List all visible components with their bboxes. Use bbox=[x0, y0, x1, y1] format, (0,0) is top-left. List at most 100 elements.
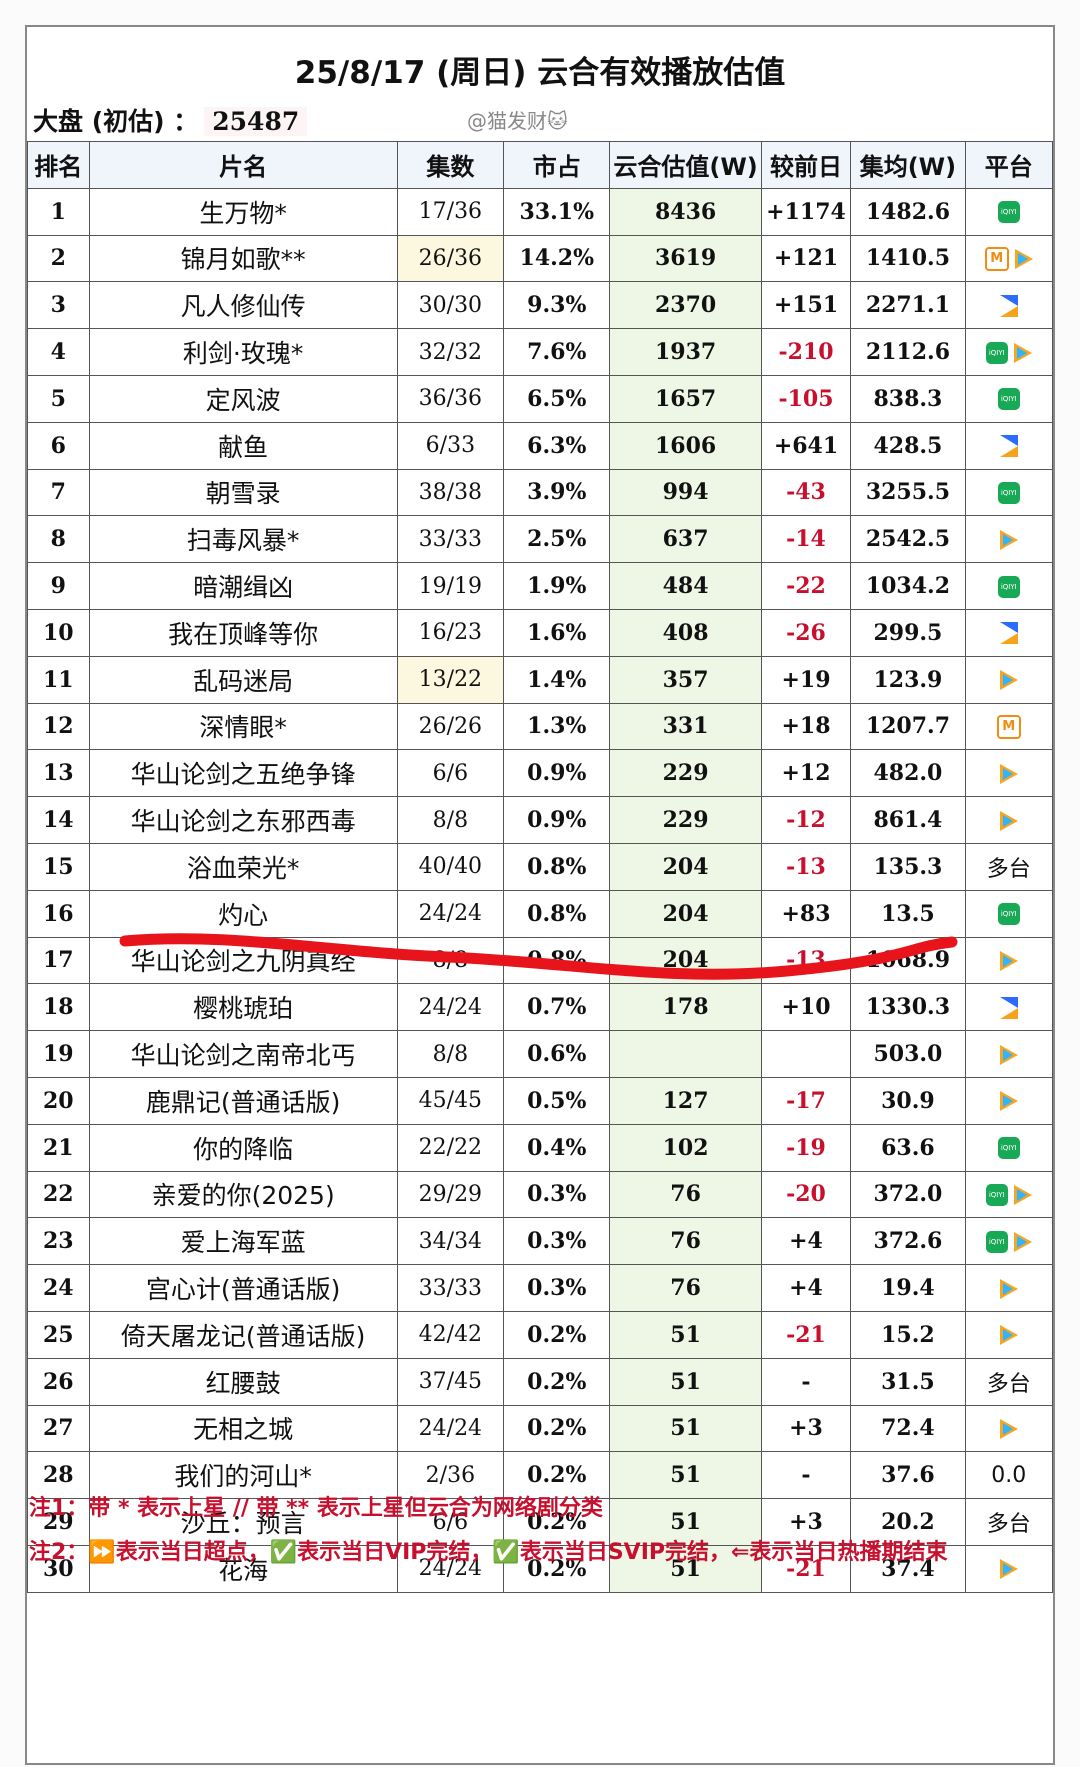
change-cell: +18 bbox=[760, 702, 852, 751]
table-body: 1 生万物* 17/36 33.1% 8436 +1174 1482.6 iQIYI 2 锦月如歌… bbox=[27, 187, 1054, 1593]
rank-cell: 2 bbox=[27, 234, 90, 283]
iqiyi-icon: iQIYI bbox=[985, 341, 1008, 364]
iqiyi-icon: iQIYI bbox=[985, 1183, 1008, 1206]
iqiyi-icon: iQIYI bbox=[997, 903, 1020, 926]
share-cell: 1.4% bbox=[503, 655, 611, 704]
episodes-cell: 34/34 bbox=[396, 1217, 505, 1266]
table-row: 12 深情眼* 26/26 1.3% 331 +18 1207.7 M bbox=[27, 702, 1054, 751]
rank-cell: 19 bbox=[27, 1030, 90, 1078]
rank-cell: 23 bbox=[27, 1217, 90, 1266]
value-cell: 2370 bbox=[609, 281, 762, 330]
episodes-cell: 22/22 bbox=[396, 1123, 505, 1172]
table-row: 26 红腰鼓 37/45 0.2% 51-31.5 多台 bbox=[27, 1357, 1054, 1406]
title-cell: 凡人修仙传 bbox=[88, 281, 398, 330]
platform-cell: iQIYI bbox=[964, 1123, 1054, 1172]
table-row: 29 沙丘：预言 6/6 0.2% 51 +3 20.2 多台 bbox=[27, 1498, 1054, 1546]
rank-cell: 11 bbox=[27, 655, 90, 704]
avg-cell: 1482.6 bbox=[850, 187, 966, 236]
value-cell: 331 bbox=[609, 702, 762, 751]
title-cell: 灼心 bbox=[88, 889, 398, 938]
tencent-icon bbox=[1013, 1231, 1032, 1252]
avg-cell: 13.5 bbox=[850, 889, 966, 938]
episodes-cell: 24/24 bbox=[396, 889, 505, 938]
column-header: 平台 bbox=[964, 141, 1054, 189]
episodes-cell: 30/30 bbox=[396, 281, 505, 330]
share-cell: 0.4% bbox=[503, 1123, 611, 1172]
change-cell: -43 bbox=[760, 468, 852, 517]
platform-cell: iQIYI bbox=[964, 889, 1054, 938]
table-row: 5 定风波 36/36 6.5% 1657 -105 838.3 iQIYI bbox=[27, 374, 1054, 423]
share-cell: 0.3% bbox=[503, 1170, 611, 1219]
platform-cell: iQIYI bbox=[964, 468, 1054, 517]
table-row: 14 华山论剑之东邪西毒 8/8 0.9% 229 -12 861.4 bbox=[27, 796, 1054, 844]
table-row: 16 灼心 24/24 0.8% 204 +83 13.5 iQIYI bbox=[27, 889, 1054, 938]
episodes-cell: 26/36 bbox=[396, 234, 505, 283]
change-cell: +1174 bbox=[760, 187, 852, 236]
iqiyi-icon: iQIYI bbox=[997, 1137, 1020, 1160]
avg-cell: 123.9 bbox=[850, 655, 966, 704]
episodes-cell: 40/40 bbox=[396, 842, 505, 891]
value-cell: 204 bbox=[609, 889, 762, 938]
value-cell: 51 bbox=[609, 1498, 762, 1546]
share-cell: 0.3% bbox=[503, 1217, 611, 1266]
change-cell: +19 bbox=[760, 655, 852, 704]
column-header: 片名 bbox=[88, 141, 398, 189]
share-cell: 0.9% bbox=[503, 749, 611, 798]
rank-cell: 6 bbox=[27, 421, 90, 470]
title-cell: 乱码迷局 bbox=[88, 655, 398, 704]
tencent-icon bbox=[1013, 1184, 1032, 1205]
episodes-cell: 6/33 bbox=[396, 421, 505, 470]
tencent-icon bbox=[999, 950, 1018, 971]
value-cell: 204 bbox=[609, 842, 762, 891]
share-cell: 0.2% bbox=[503, 1544, 611, 1593]
market-value: 25487 bbox=[204, 107, 308, 136]
platform-cell: 多台 bbox=[964, 1498, 1054, 1546]
platform-cell bbox=[964, 1030, 1054, 1078]
value-cell: 484 bbox=[609, 562, 762, 610]
value-cell: 76 bbox=[609, 1264, 762, 1312]
avg-cell: 19.4 bbox=[850, 1264, 966, 1312]
change-cell: -21 bbox=[760, 1310, 852, 1359]
platform-cell: 多台 bbox=[964, 842, 1054, 891]
value-cell: 51 bbox=[609, 1404, 762, 1453]
title-cell: 浴血荣光* bbox=[88, 842, 398, 891]
tencent-icon bbox=[999, 1091, 1018, 1112]
platform-cell bbox=[964, 749, 1054, 798]
title-cell: 深情眼* bbox=[88, 702, 398, 751]
title-cell: 无相之城 bbox=[88, 1404, 398, 1453]
avg-cell: 299.5 bbox=[850, 608, 966, 657]
title-cell: 爱上海军蓝 bbox=[88, 1217, 398, 1266]
change-cell: +641 bbox=[760, 421, 852, 470]
share-cell: 0.2% bbox=[503, 1404, 611, 1453]
tencent-icon bbox=[999, 810, 1018, 831]
platform-cell: iQIYI bbox=[964, 328, 1054, 376]
avg-cell: 2112.6 bbox=[850, 328, 966, 376]
value-cell: 127 bbox=[609, 1076, 762, 1125]
note-2: 注2：⏩表示当日超点，✅表示当日VIP完结，✅表示当日SVIP完结，⇐表示当日热… bbox=[29, 1540, 948, 1565]
rank-cell: 29 bbox=[27, 1498, 90, 1546]
change-cell: -12 bbox=[760, 796, 852, 844]
avg-cell: 72.4 bbox=[850, 1404, 966, 1453]
youku-icon bbox=[999, 294, 1018, 317]
avg-cell: 372.0 bbox=[850, 1170, 966, 1219]
value-cell: 8436 bbox=[609, 187, 762, 236]
value-cell: 76 bbox=[609, 1170, 762, 1219]
title-cell: 鹿鼎记(普通话版) bbox=[88, 1076, 398, 1125]
rank-cell: 10 bbox=[27, 608, 90, 657]
table-row: 11 乱码迷局 13/22 1.4% 357 +19 123.9 bbox=[27, 655, 1054, 704]
rank-cell: 7 bbox=[27, 468, 90, 517]
table-row: 18 樱桃琥珀 24/24 0.7% 178 +10 1330.3 bbox=[27, 983, 1054, 1032]
value-cell: 3619 bbox=[609, 234, 762, 283]
value-cell: 76 bbox=[609, 1217, 762, 1266]
rank-cell: 20 bbox=[27, 1076, 90, 1125]
change-cell: -17 bbox=[760, 1076, 852, 1125]
table-row: 24 宫心计(普通话版) 33/33 0.3% 76 +4 19.4 bbox=[27, 1264, 1054, 1312]
iqiyi-icon: iQIYI bbox=[997, 481, 1020, 504]
table-row: 15 浴血荣光* 40/40 0.8% 204 -13 135.3 多台 bbox=[27, 842, 1054, 891]
change-cell: +151 bbox=[760, 281, 852, 330]
table-row: 9 暗潮缉凶 19/19 1.9% 484 -22 1034.2 iQIYI bbox=[27, 562, 1054, 610]
share-cell: 1.3% bbox=[503, 702, 611, 751]
platform-cell: iQIYI bbox=[964, 1217, 1054, 1266]
avg-cell: 37.4 bbox=[850, 1544, 966, 1593]
column-header: 集均(W) bbox=[850, 141, 966, 189]
